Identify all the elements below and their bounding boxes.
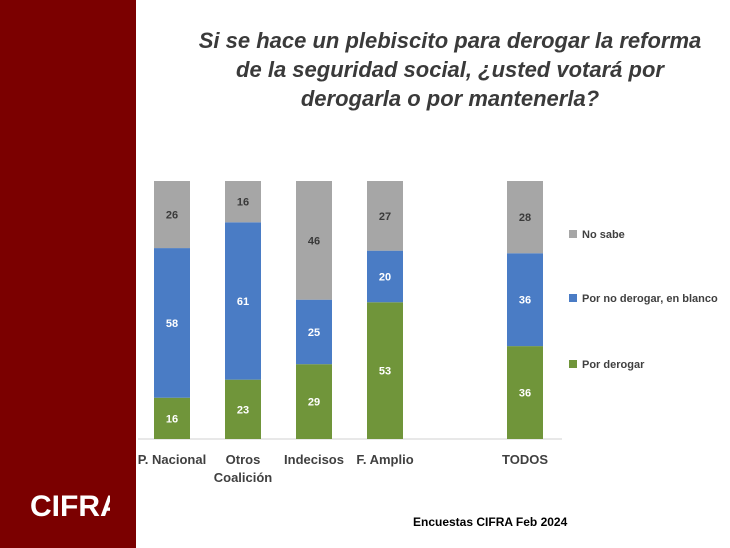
bar-segment [367, 181, 403, 251]
bar-segment [154, 397, 190, 439]
category-label: Indecisos [284, 452, 344, 467]
data-label: 36 [519, 388, 531, 400]
bar-segment [225, 222, 261, 380]
cifra-logo: CIFRA [30, 490, 110, 522]
bar-segment [225, 181, 261, 223]
data-label: 25 [308, 327, 320, 339]
chart-title-line-1: Si se hace un plebiscito para derogar la… [198, 28, 702, 53]
sidebar-band: CIFRA [0, 0, 136, 548]
category-label: F. Amplio [356, 452, 413, 467]
bar-segment [296, 299, 332, 365]
bar-segment [154, 181, 190, 249]
data-label: 61 [237, 296, 249, 308]
chart-title-line-2: de la seguridad social, ¿usted votará po… [236, 57, 664, 82]
legend-label: No sabe [582, 229, 625, 241]
data-label: 36 [519, 295, 531, 307]
data-label: 16 [237, 197, 249, 209]
bar-segment [507, 181, 543, 254]
data-label: 58 [166, 318, 178, 330]
data-label: 16 [166, 413, 178, 425]
data-label: 46 [308, 235, 320, 247]
data-label: 27 [379, 211, 391, 223]
bar-segment [154, 248, 190, 398]
bar-segment [296, 181, 332, 300]
data-label: 26 [166, 210, 178, 222]
bar-segment [367, 250, 403, 303]
data-label: 53 [379, 366, 391, 378]
bar-segment [296, 364, 332, 439]
legend-label: Por derogar [582, 359, 645, 371]
category-label: Coalición [214, 470, 273, 485]
source-footer: Encuestas CIFRA Feb 2024 [413, 515, 568, 529]
bar-segment [507, 253, 543, 347]
svg-text:CIFRA: CIFRA [30, 490, 110, 522]
data-label: 20 [379, 271, 391, 283]
bar-segment [507, 346, 543, 439]
category-label: Otros [226, 452, 261, 467]
category-label: P. Nacional [138, 452, 206, 467]
data-label: 23 [237, 404, 249, 416]
bar-segment [367, 302, 403, 439]
data-label: 28 [519, 212, 531, 224]
chart-title-line-3: derogarla o por mantenerla? [300, 86, 600, 111]
bar-segment [225, 379, 261, 439]
legend-swatch [569, 294, 577, 302]
chart-title: Si se hace un plebiscito para derogar la… [180, 26, 720, 113]
legend-label: Por no derogar, en blanco [582, 293, 718, 305]
category-label: TODOS [502, 452, 548, 467]
data-label: 29 [308, 397, 320, 409]
legend-swatch [569, 230, 577, 238]
legend-swatch [569, 360, 577, 368]
